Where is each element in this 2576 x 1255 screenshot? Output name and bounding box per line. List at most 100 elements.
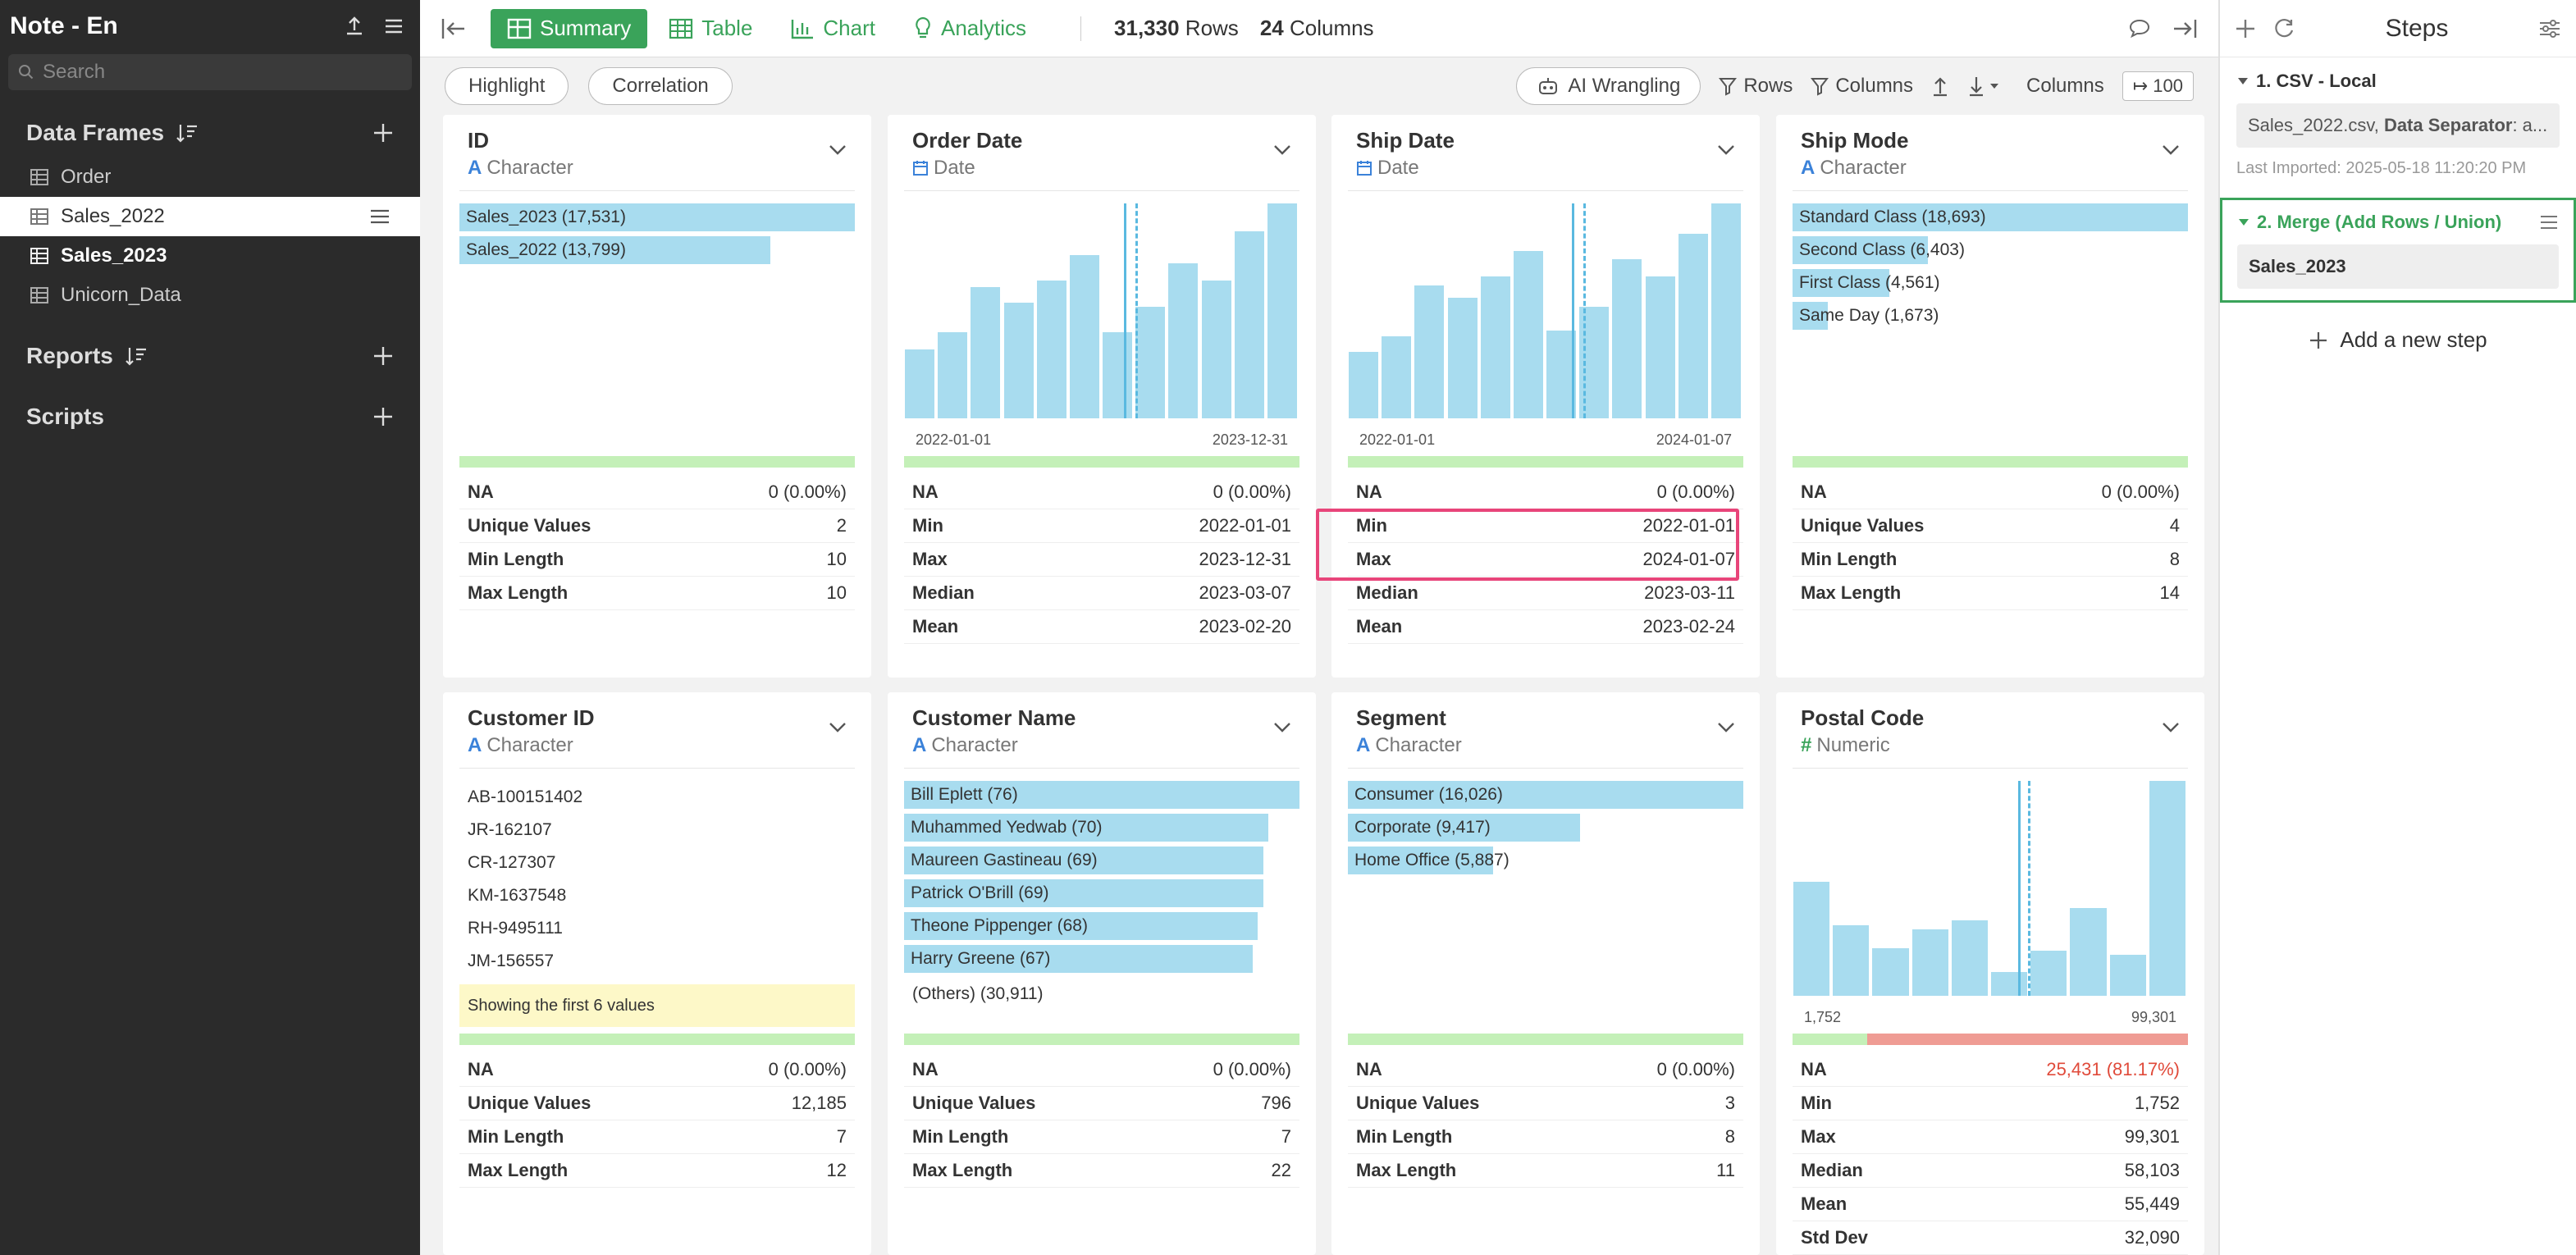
histogram-bar[interactable] [938,332,968,418]
category-bar[interactable]: Maureen Gastineau (69) [904,847,1299,874]
histogram-bar[interactable] [1710,203,1741,418]
category-bar[interactable]: Patrick O'Brill (69) [904,879,1299,907]
sidebar-item-label: Order [61,166,112,188]
category-bar[interactable]: Sales_2022 (13,799) [459,236,855,264]
stat-value: 10 [826,549,847,569]
chevron-down-icon[interactable] [1715,143,1737,157]
add-new-step-button[interactable]: Add a new step [2220,327,2576,353]
histogram-bar[interactable] [1135,307,1166,418]
collapse-sidebar-icon[interactable] [440,16,469,41]
upload-icon[interactable] [338,10,371,43]
add-report-icon[interactable] [372,345,394,367]
sort-descending-icon[interactable] [1967,75,2000,97]
histogram-bar[interactable] [1645,276,1675,418]
histogram-bar[interactable] [1546,331,1577,418]
histogram-bar[interactable] [1991,972,2028,996]
ai-wrangling-button[interactable]: AI Wrangling [1516,67,1701,105]
category-bar[interactable]: Standard Class (18,693) [1793,203,2188,231]
category-bar[interactable]: Bill Eplett (76) [904,781,1299,809]
histogram-bar[interactable] [1234,231,1264,418]
chevron-down-icon[interactable] [2160,720,2181,735]
columns-filter-button[interactable]: Columns [1811,75,1913,98]
column-type-label: Character [1820,157,1907,179]
sort-icon[interactable] [176,122,199,144]
columns-limit-input[interactable]: ↦ 100 [2122,71,2194,101]
category-bar[interactable]: Home Office (5,887) [1348,847,1743,874]
chevron-down-icon[interactable] [827,720,848,735]
step-merge[interactable]: 2. Merge (Add Rows / Union) Sales_2023 [2220,198,2576,303]
histogram-bar[interactable] [1103,332,1133,418]
sort-icon[interactable] [125,345,148,367]
sidebar-item-unicorn-data[interactable]: Unicorn_Data [0,276,420,315]
histogram-bar[interactable] [2109,955,2146,996]
caret-down-icon[interactable] [2237,217,2250,228]
tab-analytics[interactable]: Analytics [897,9,1043,48]
hamburger-icon[interactable] [377,10,410,43]
histogram-bar[interactable] [1911,929,1948,996]
histogram-bar[interactable] [1833,925,1870,996]
histogram-bar[interactable] [1349,352,1379,418]
step-menu-icon[interactable] [2539,213,2559,231]
tab-table[interactable]: Table [652,9,769,48]
add-data-frame-icon[interactable] [372,122,394,144]
sidebar-item-sales-2023[interactable]: Sales_2023 [0,236,420,276]
histogram-bar[interactable] [1951,920,1988,996]
category-bar[interactable]: Second Class (6,403) [1793,236,2188,264]
collapse-panel-icon[interactable] [2172,17,2199,40]
histogram-bar[interactable] [1003,303,1034,418]
add-script-icon[interactable] [372,406,394,427]
histogram-bar[interactable] [1678,234,1708,418]
histogram-bar[interactable] [1513,251,1543,418]
histogram-bar[interactable] [1382,336,1412,418]
histogram-bar[interactable] [1612,259,1642,418]
caret-down-icon[interactable] [2236,75,2249,87]
sidebar-item-sales-2022[interactable]: Sales_2022 [0,197,420,236]
category-bar[interactable]: Consumer (16,026) [1348,781,1743,809]
category-bar[interactable]: Theone Pippenger (68) [904,912,1299,940]
sort-ascending-icon[interactable] [1931,75,1949,97]
histogram-bar[interactable] [971,287,1001,418]
highlight-button[interactable]: Highlight [445,67,569,105]
chevron-down-icon[interactable] [1272,720,1293,735]
category-bar[interactable]: Corporate (9,417) [1348,814,1743,842]
chevron-down-icon[interactable] [1272,143,1293,157]
histogram-bar[interactable] [1168,263,1199,418]
histogram-bar[interactable] [1069,255,1099,418]
chevron-down-icon[interactable] [827,143,848,157]
settings-sliders-icon[interactable] [2538,18,2561,39]
histogram-bar[interactable] [1036,281,1066,418]
search-input[interactable]: Search [8,54,412,90]
histogram-bar[interactable] [1447,298,1478,418]
stats-table: NA 0 (0.00%) Min 2022-01-01 Max 2023-12-31 Med… [904,476,1299,644]
histogram-bar[interactable] [905,349,935,418]
category-bar[interactable]: Same Day (1,673) [1793,302,2188,330]
add-icon[interactable] [2235,18,2256,39]
histogram-bar[interactable] [2070,908,2107,996]
category-bar[interactable]: Sales_2023 (17,531) [459,203,855,231]
histogram-bar[interactable] [1480,276,1510,418]
tab-summary[interactable]: Summary [491,8,648,48]
histogram-bar[interactable] [2030,951,2067,996]
section-data-frames: Data Frames [0,108,420,157]
histogram-bar[interactable] [2149,781,2185,996]
chevron-down-icon[interactable] [1715,720,1737,735]
histogram-bar[interactable] [1201,281,1231,418]
histogram-bar[interactable] [1267,203,1297,418]
refresh-icon[interactable] [2272,17,2295,40]
chevron-down-icon[interactable] [2160,143,2181,157]
tab-chart[interactable]: Chart [774,9,892,48]
step-csv-local[interactable]: 1. CSV - Local Sales_2022.csv, Data Sepa… [2220,57,2576,191]
column-type: A Character [1801,157,2188,180]
histogram-bar[interactable] [1872,948,1909,996]
correlation-button[interactable]: Correlation [588,67,733,105]
sidebar-item-order[interactable]: Order [0,157,420,197]
rows-filter-button[interactable]: Rows [1719,75,1793,98]
histogram-bar[interactable] [1793,882,1830,996]
category-bar[interactable]: Muhammed Yedwab (70) [904,814,1299,842]
category-bar[interactable]: Harry Greene (67) [904,945,1299,973]
card-header: Order Date Date [912,128,1299,180]
category-bar[interactable]: First Class (4,561) [1793,269,2188,297]
menu-icon[interactable] [369,207,391,226]
comment-icon[interactable] [2128,18,2151,39]
histogram-bar[interactable] [1414,285,1445,418]
